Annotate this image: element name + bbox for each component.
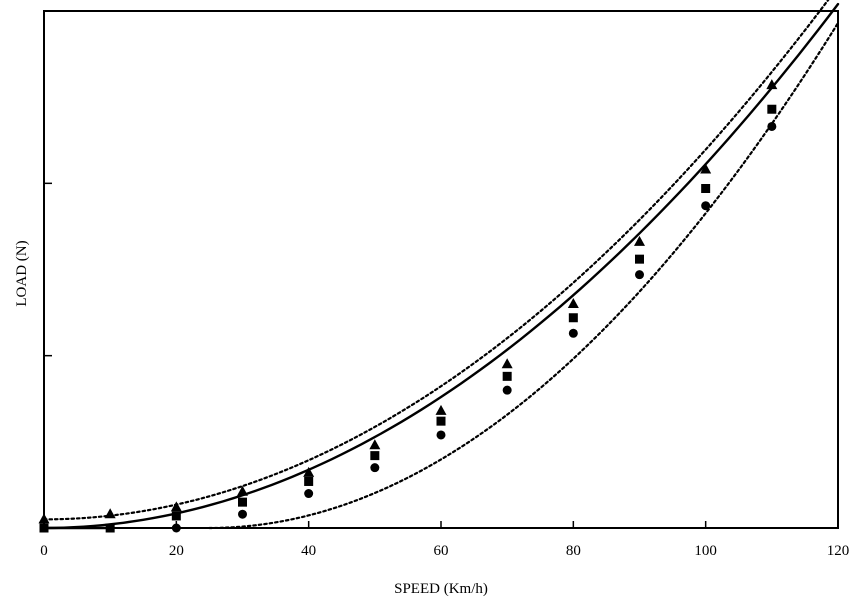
point-square-10: [105, 523, 115, 533]
series-layer: [38, 0, 840, 533]
x-tick-label-0: 0: [40, 543, 48, 559]
point-square-80: [568, 313, 578, 323]
x-axis-ticks: [43, 521, 839, 528]
x-tick-label-80: 80: [566, 543, 581, 559]
point-triangle-90: [634, 235, 645, 246]
point-square-70: [502, 371, 512, 381]
point-square-40: [304, 476, 314, 486]
point-circle-30: [238, 509, 247, 519]
point-circle-40: [304, 489, 314, 499]
point-triangle-50: [369, 439, 381, 450]
point-circle-20: [171, 523, 181, 533]
point-circle-50: [370, 463, 380, 473]
point-square-0: [39, 523, 49, 533]
point-square-90: [635, 254, 644, 264]
y-axis-ticks: [44, 10, 52, 529]
series-triangle-line: [42, 0, 830, 521]
point-square-100: [701, 184, 711, 194]
x-tick-label-20: 20: [169, 543, 184, 559]
point-circle-100: [701, 201, 711, 211]
x-tick-label-100: 100: [694, 543, 717, 559]
x-tick-label-120: 120: [827, 543, 850, 559]
plot-area: [43, 10, 839, 529]
point-triangle-110: [766, 79, 778, 90]
y-axis-title: LOAD (N): [14, 240, 30, 306]
point-circle-70: [502, 385, 512, 395]
point-triangle-0: [38, 513, 50, 524]
point-square-110: [767, 104, 777, 114]
point-circle-80: [568, 328, 578, 338]
point-triangle-100: [700, 163, 712, 174]
point-circle-110: [767, 121, 777, 131]
point-circle-90: [635, 270, 644, 280]
x-tick-label-40: 40: [301, 543, 316, 559]
x-axis-tick-labels: 0 20 40 60 80 100 120: [40, 543, 849, 559]
x-axis-title: SPEED (Km/h): [394, 581, 488, 597]
series-square-line: [42, 2, 840, 530]
point-circle-60: [436, 430, 446, 440]
series-square: [39, 2, 840, 533]
x-tick-label-60: 60: [434, 543, 449, 559]
series-circle-line: [208, 21, 840, 530]
point-triangle-70: [501, 358, 513, 369]
point-square-30: [238, 497, 247, 507]
point-triangle-20: [170, 501, 182, 512]
point-square-60: [436, 416, 446, 426]
point-triangle-10: [104, 508, 116, 519]
point-square-20: [171, 511, 181, 521]
point-triangle-80: [567, 297, 579, 308]
point-square-50: [370, 451, 380, 461]
plot-frame: [43, 10, 839, 529]
point-triangle-40: [303, 466, 315, 477]
point-triangle-60: [435, 404, 447, 415]
series-circle: [171, 21, 840, 533]
series-triangle: [38, 0, 830, 524]
